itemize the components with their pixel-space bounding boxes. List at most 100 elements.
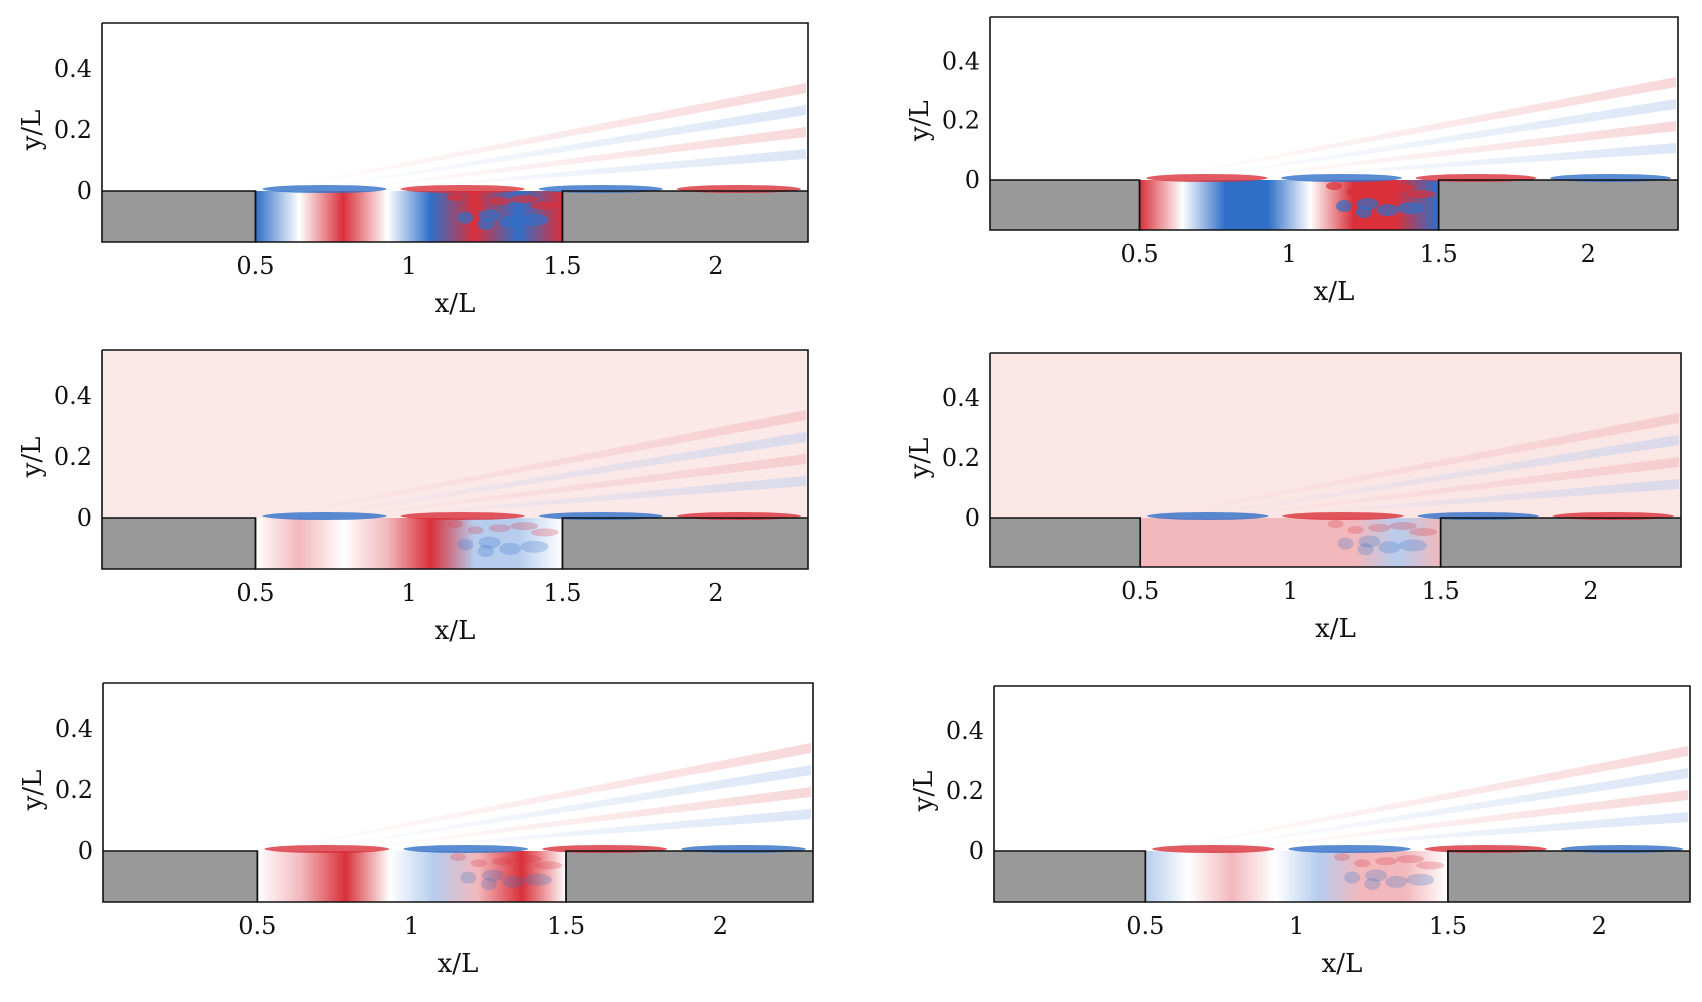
wave-streak xyxy=(1226,121,1676,178)
cavity-outline xyxy=(254,517,808,570)
vortex-patch xyxy=(1335,200,1352,213)
wave-streak xyxy=(307,105,806,189)
y-tick-label: 0.4 xyxy=(942,47,980,75)
vortex-patch xyxy=(1344,871,1361,884)
vortex-patch xyxy=(510,195,539,204)
vortex-patch xyxy=(492,857,515,866)
shear-layer-segment xyxy=(262,512,387,520)
x-axis-label: x/L xyxy=(1314,277,1355,307)
x-tick-label: 0.5 xyxy=(1120,240,1158,268)
vortex-patch xyxy=(1326,182,1342,190)
vortex-patch xyxy=(467,526,484,535)
vortex-patch xyxy=(1357,543,1374,556)
x-tick-label: 2 xyxy=(708,252,723,280)
cavity-outline xyxy=(1139,517,1681,568)
x-tick-label: 1.5 xyxy=(1420,240,1458,268)
vortex-patch xyxy=(1416,861,1445,870)
downstream-wall xyxy=(562,191,808,242)
wave-streak xyxy=(383,809,811,849)
cavity-field xyxy=(1140,518,1441,567)
vortex-patch xyxy=(520,540,549,553)
vortex-patch xyxy=(1364,877,1381,890)
wave-streak xyxy=(309,765,811,849)
x-tick-label: 1.5 xyxy=(543,252,581,280)
shear-layer-segment xyxy=(400,185,525,193)
y-tick-label: 0.4 xyxy=(54,382,92,410)
downstream-wall xyxy=(1440,518,1681,567)
shear-layer-segment xyxy=(400,512,525,520)
vortex-patch xyxy=(1355,206,1372,219)
vortex-patch xyxy=(1397,202,1426,215)
y-axis-label: y/L xyxy=(905,438,935,480)
y-tick-label: 0 xyxy=(965,504,980,532)
panel-bottom-left: 0 0.2 0.4 0.5 1 1.5 2 x/L y/L xyxy=(18,682,814,979)
x-tick-label: 1.5 xyxy=(1429,912,1467,940)
y-tick-label: 0.4 xyxy=(54,55,92,83)
wave-streak xyxy=(1190,99,1676,178)
y-tick-label: 0 xyxy=(969,837,984,865)
vortex-patch xyxy=(1354,859,1371,868)
vortex-patch xyxy=(1337,537,1354,550)
upstream-wall xyxy=(102,191,256,242)
x-tick-label: 1 xyxy=(1289,912,1304,940)
x-axis-label: x/L xyxy=(438,949,479,979)
wave-streak xyxy=(1160,746,1688,849)
vortex-patch xyxy=(481,869,504,882)
wave-streak xyxy=(381,149,806,189)
x-tick-label: 2 xyxy=(1583,577,1598,605)
vortex-patch xyxy=(513,855,542,864)
x-tick-label: 2 xyxy=(1592,912,1607,940)
vortex-patch xyxy=(530,528,559,537)
vortex-patch xyxy=(481,877,498,890)
shear-layer-segment xyxy=(1288,845,1411,853)
vortex-patch xyxy=(1376,204,1399,217)
wave-streak xyxy=(344,454,806,516)
y-axis-label: y/L xyxy=(18,770,48,812)
shear-layer-segment xyxy=(403,845,529,853)
vortex-patch xyxy=(1407,190,1436,199)
wave-streak xyxy=(270,410,807,516)
wave-streak xyxy=(307,432,806,516)
vortex-patch xyxy=(499,215,522,228)
y-tick-label: 0 xyxy=(78,837,93,865)
wave-streak xyxy=(1227,457,1679,516)
wave-streak xyxy=(272,743,812,849)
vortex-patch xyxy=(1387,184,1416,193)
shear-layer-segment xyxy=(1146,512,1269,520)
wave-streak xyxy=(1154,77,1676,178)
x-tick-label: 1 xyxy=(1281,240,1296,268)
y-tick-label: 0.2 xyxy=(946,777,984,805)
x-tick-label: 1 xyxy=(401,252,416,280)
vortex-patch xyxy=(1365,869,1388,882)
shear-layer-segment xyxy=(262,185,387,193)
shear-layer-segment xyxy=(264,845,390,853)
vortex-patch xyxy=(523,873,552,886)
x-tick-label: 2 xyxy=(708,579,723,607)
downstream-wall xyxy=(1447,851,1690,902)
vortex-patch xyxy=(520,213,549,226)
cavity-field xyxy=(1145,851,1448,902)
vortex-patch xyxy=(502,875,525,888)
x-axis-label: x/L xyxy=(435,289,476,319)
wave-streak xyxy=(346,787,811,849)
shear-layer-segment xyxy=(1152,845,1275,853)
vortex-patch xyxy=(1347,525,1364,534)
wave-streak xyxy=(270,83,807,189)
vortex-patch xyxy=(534,861,563,870)
vortex-patch xyxy=(1327,520,1344,528)
vortex-patch xyxy=(1409,527,1438,536)
downstream-wall xyxy=(566,851,813,902)
vortex-patch xyxy=(499,542,522,555)
wave-streak xyxy=(1191,435,1679,516)
y-tick-label: 0.4 xyxy=(946,717,984,745)
vortex-patch xyxy=(488,197,511,206)
x-tick-label: 0.5 xyxy=(236,579,274,607)
vortex-patch xyxy=(478,536,501,549)
x-axis-label: x/L xyxy=(1322,949,1363,979)
panel-middle-left: 0 0.2 0.4 0.5 1 1.5 2 x/L y/L xyxy=(17,349,809,646)
vortex-patch xyxy=(447,193,463,201)
downstream-wall xyxy=(1438,180,1678,230)
wave-streak xyxy=(1269,812,1688,849)
y-tick-label: 0.2 xyxy=(54,116,92,144)
panel-middle-right: 0 0.2 0.4 0.5 1 1.5 2 x/L y/L xyxy=(905,352,1682,644)
